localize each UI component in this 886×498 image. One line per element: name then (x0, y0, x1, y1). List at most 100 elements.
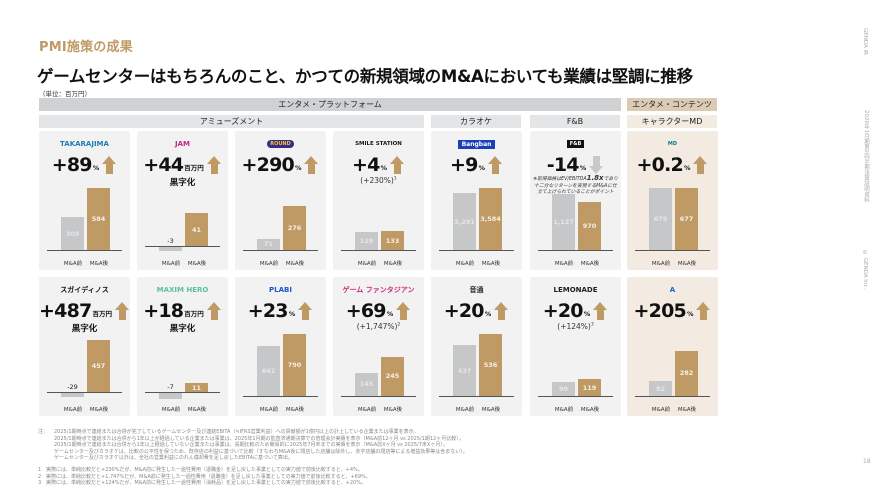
axis-label-before: M&A前 (554, 261, 574, 267)
axis-label-after: M&A後 (677, 261, 697, 267)
header-fb: F&B (530, 115, 620, 128)
before-after-chart: 3,291 3,584 (439, 177, 514, 257)
raw-change-text: (+230%)1 (333, 176, 424, 185)
before-after-chart: 641 790 (243, 323, 318, 403)
bar-before: 3,291 (453, 193, 476, 250)
chart-baseline (439, 396, 514, 397)
arrow-up-icon (390, 156, 405, 174)
side-copyright: © GENDA Inc. (862, 250, 868, 290)
chart-baseline (47, 250, 122, 251)
company-logo-text: MAXIM HERO (156, 286, 209, 294)
change-unit: 百万円 (92, 310, 112, 318)
axis-label-before: M&A前 (161, 261, 181, 267)
footnote-note: ゲームセンター及びカラオケ以外は、全社の営業利益にのれん償却費を足し戻したEBI… (54, 455, 293, 462)
result-card: スガイディノス +487 百万円 黒字化 -29 457 M&A前 M&A後 (39, 277, 130, 416)
bar-value-label: 133 (385, 236, 400, 245)
change-value: +23 (247, 300, 289, 322)
chart-baseline (635, 396, 710, 397)
change-unit: % (579, 164, 587, 172)
bar-value-label: 71 (263, 240, 274, 249)
before-after-chart: 145 245 (341, 323, 416, 403)
bar-after: 3,584 (479, 188, 502, 250)
footnote-note: 2025/1期時点で連結または合併から1年以上が経過している企業または事業は、2… (54, 435, 464, 442)
before-after-chart: 92 282 (635, 323, 710, 403)
change-value: +20 (443, 300, 485, 322)
axis-label-after: M&A後 (580, 261, 600, 267)
arrow-up-icon (396, 302, 411, 320)
company-logo: ROUND (235, 137, 326, 151)
bar-value-label: 92 (655, 384, 666, 393)
bar-value-label: 41 (191, 225, 202, 234)
company-logo: PLABI (235, 283, 326, 297)
change-value: +9 (449, 154, 478, 176)
bar-after: 282 (675, 350, 698, 396)
change-value: +0.2 (636, 154, 684, 176)
bar-after: 584 (87, 188, 110, 250)
bar-value-label: 309 (65, 229, 80, 238)
change-unit: % (686, 310, 694, 318)
company-logo: スガイディノス (39, 283, 130, 297)
chart-baseline (538, 396, 613, 397)
company-logo-text: スガイディノス (60, 286, 109, 294)
company-logo: Bangban (431, 137, 522, 151)
chart-baseline (439, 250, 514, 251)
bar-value-label: 99 (558, 385, 569, 394)
change-metric: +4% (333, 153, 424, 175)
bar-value-label: 3,584 (480, 215, 501, 223)
arrow-up-icon (298, 302, 313, 320)
company-logo-text: SMILE STATION (355, 141, 402, 147)
footnote-numbered: 実際には、単純比較だと+230%だが、M&A前に発生した一過性費用（退職金）を足… (46, 466, 363, 473)
footnote-note: ゲームセンター及びカラオケは、比較の公平性を保つため、既存店の利益に基づいて比較… (54, 448, 468, 455)
side-brand: GENDA IR (862, 28, 868, 55)
arrow-up-icon (696, 302, 711, 320)
before-after-chart: 309 584 (47, 177, 122, 257)
arrow-up-icon (206, 156, 222, 174)
bar-before: 309 (61, 217, 84, 250)
change-unit: 百万円 (184, 164, 204, 172)
footnote-num: 1 (38, 466, 42, 473)
bar-value-label: 970 (582, 221, 597, 230)
axis-label-after: M&A後 (383, 261, 403, 267)
bar-value-label: 675 (653, 215, 668, 224)
axis-label-before: M&A前 (455, 261, 475, 267)
change-unit: % (683, 164, 691, 172)
company-logo: 音通 (431, 283, 522, 297)
result-card: 音通 +20% 437 536 M&A前 M&A後 (431, 277, 522, 416)
company-logo: MAXIM HERO (137, 283, 228, 297)
bar-value-label: -7 (167, 383, 174, 391)
unit-label: （単位：百万円） (39, 90, 91, 98)
raw-change-text: (+1,747%)2 (333, 322, 424, 331)
bar-value-label: 641 (261, 366, 276, 375)
header-character-md: キャラクターMD (627, 115, 717, 128)
before-after-chart: 71 276 (243, 177, 318, 257)
bar-before: 129 (355, 231, 378, 250)
bar-before: 92 (649, 381, 672, 396)
arrow-up-icon (102, 156, 117, 174)
page-title: ゲームセンターはもちろんのこと、かつての新規領域のM&Aにおいても業績は堅調に推… (37, 67, 693, 86)
chart-baseline (243, 250, 318, 251)
result-card: ROUND +290% 71 276 M&A前 M&A後 (235, 131, 326, 270)
change-value: +205 (633, 300, 687, 322)
result-card: JAM +44 百万円 黒字化 -3 41 M&A前 M&A後 (137, 131, 228, 270)
bar-after: 41 (185, 213, 208, 246)
header-contents: エンタメ・コンテンツ (627, 98, 717, 111)
chart-baseline (243, 396, 318, 397)
result-card: F&B -14% ※取得価格はEV/EBITDA1.8xであり十二分なリターンを実現… (530, 131, 621, 270)
bar-before: 145 (355, 372, 378, 396)
arrow-up-icon (593, 302, 608, 320)
bar-value-label: 457 (91, 362, 106, 370)
company-logo-text: LEMONADE (553, 286, 598, 294)
arrow-up-icon (494, 302, 509, 320)
bar-after: 119 (578, 379, 601, 396)
card-note: ※取得価格はEV/EBITDA1.8xであり十二分なリターンを実現するM&Aに仕… (533, 175, 618, 197)
result-card: LEMONADE +20% (+124%)3 99 119 M&A前 M&A後 (530, 277, 621, 416)
change-metric: +89% (39, 153, 130, 175)
footnote-head: 注： (38, 429, 49, 435)
axis-label-before: M&A前 (259, 407, 279, 413)
change-unit: % (288, 310, 296, 318)
axis-label-after: M&A後 (580, 407, 600, 413)
change-metric: +18 百万円 (137, 299, 228, 321)
bar-value-label: 276 (287, 223, 302, 232)
company-logo-text: TAKARAJIMA (60, 140, 109, 148)
change-metric: +487 百万円 (39, 299, 130, 321)
